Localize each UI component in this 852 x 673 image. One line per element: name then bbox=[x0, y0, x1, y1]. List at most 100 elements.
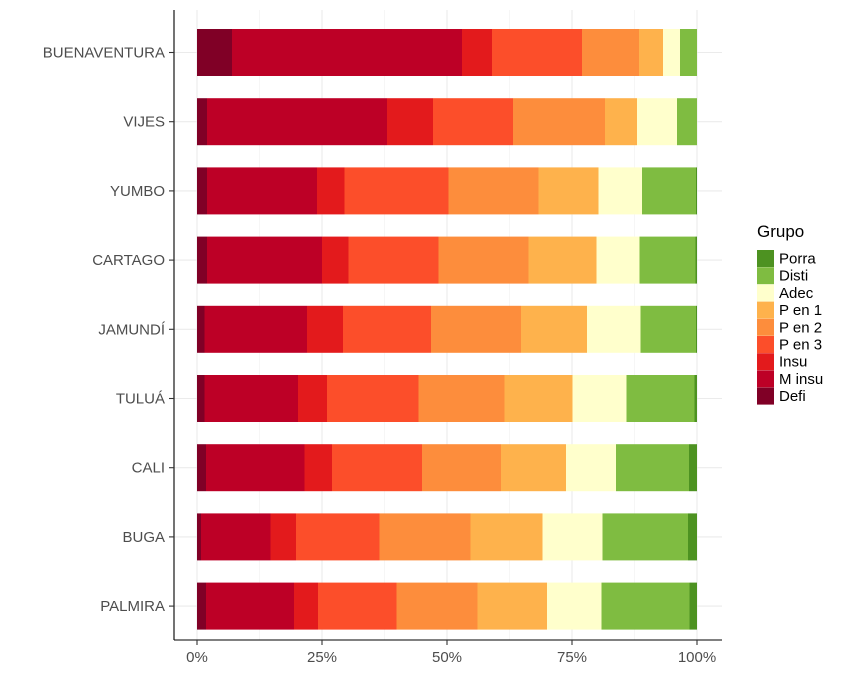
bar-segment-p-en-3 bbox=[433, 98, 513, 146]
bar-segment-porra bbox=[694, 375, 697, 422]
x-tick-label: 50% bbox=[432, 649, 462, 666]
bar-segment-p-en-3 bbox=[348, 236, 439, 284]
y-tick-label: CALI bbox=[132, 460, 165, 477]
bar-segment-disti bbox=[642, 167, 696, 215]
bar-segment-disti bbox=[616, 444, 689, 492]
legend-key bbox=[757, 250, 774, 267]
bar-segment-porra bbox=[689, 444, 697, 492]
bar-segment-p-en-2 bbox=[379, 513, 471, 561]
bar-segment-m-insu bbox=[207, 167, 317, 215]
legend-key bbox=[757, 336, 774, 353]
legend-label: Insu bbox=[779, 354, 807, 371]
y-tick-label: BUENAVENTURA bbox=[43, 45, 165, 62]
bar-segment-defi bbox=[197, 375, 205, 422]
bar-segment-adec bbox=[547, 582, 602, 630]
bar-segment-defi bbox=[197, 582, 206, 630]
bar-segment-p-en-1 bbox=[639, 29, 663, 76]
legend-label: Porra bbox=[779, 251, 816, 268]
bar-segment-insu bbox=[322, 236, 349, 284]
bar-segment-adec bbox=[637, 98, 677, 146]
x-tick-label: 100% bbox=[678, 649, 716, 666]
bar-segment-insu bbox=[317, 167, 345, 215]
bar-segment-defi bbox=[197, 29, 232, 76]
y-tick-label: PALMIRA bbox=[100, 598, 165, 615]
bar-segment-adec bbox=[598, 167, 642, 215]
bar-segment-p-en-3 bbox=[492, 29, 582, 76]
y-tick-label: TULUÁ bbox=[116, 391, 165, 408]
bar-segment-insu bbox=[270, 513, 296, 561]
y-tick-label: YUMBO bbox=[110, 183, 165, 200]
bar-segment-porra bbox=[696, 305, 697, 353]
bar-segment-p-en-1 bbox=[477, 582, 547, 630]
legend-label: Defi bbox=[779, 388, 806, 405]
legend-label: Disti bbox=[779, 268, 808, 285]
bar-segment-m-insu bbox=[207, 98, 387, 146]
bar-segment-p-en-1 bbox=[528, 236, 597, 284]
bar-segment-m-insu bbox=[206, 582, 294, 630]
bar-segment-insu bbox=[298, 375, 327, 422]
bar-segment-disti bbox=[626, 375, 695, 422]
y-tick-label: VIJES bbox=[123, 114, 165, 131]
bar-segment-p-en-2 bbox=[396, 582, 478, 630]
bar-segment-p-en-1 bbox=[521, 305, 587, 353]
bar-segment-defi bbox=[197, 444, 206, 492]
bar-segment-disti bbox=[602, 513, 688, 561]
x-tick-label: 75% bbox=[557, 649, 587, 666]
legend-label: P en 2 bbox=[779, 319, 822, 336]
legend-label: Adec bbox=[779, 285, 814, 302]
bar-segment-m-insu bbox=[207, 236, 322, 284]
bar-segment-m-insu bbox=[206, 444, 305, 492]
legend-key bbox=[757, 370, 774, 388]
bar-segment-porra bbox=[689, 582, 697, 630]
bar-segment-insu bbox=[304, 444, 332, 492]
bar-segment-adec bbox=[587, 305, 641, 353]
bar-segment-defi bbox=[197, 236, 207, 284]
legend-key bbox=[757, 301, 774, 319]
bar-segment-p-en-3 bbox=[318, 582, 397, 630]
bar-segment-defi bbox=[197, 513, 201, 561]
bar-segment-p-en-1 bbox=[470, 513, 543, 561]
legend-label: P en 3 bbox=[779, 337, 822, 354]
bar-segment-p-en-2 bbox=[418, 375, 505, 422]
bar-segment-p-en-2 bbox=[582, 29, 639, 76]
bar-segment-disti bbox=[640, 305, 696, 353]
bar-segment-p-en-2 bbox=[431, 305, 521, 353]
bar-segment-disti bbox=[677, 98, 697, 146]
bar-segment-p-en-1 bbox=[605, 98, 637, 146]
legend-key bbox=[757, 353, 774, 371]
bar-segment-porra bbox=[688, 513, 697, 561]
bar-segment-defi bbox=[197, 167, 207, 215]
x-tick-label: 0% bbox=[186, 649, 208, 666]
bar-segment-adec bbox=[572, 375, 627, 422]
bar-segment-p-en-3 bbox=[327, 375, 419, 422]
bar-segment-m-insu bbox=[201, 513, 271, 561]
bars bbox=[197, 29, 697, 630]
y-tick-label: BUGA bbox=[122, 529, 165, 546]
legend-title: Grupo bbox=[757, 222, 804, 241]
legend-label: P en 1 bbox=[779, 302, 822, 319]
bar-segment-insu bbox=[462, 29, 492, 76]
x-tick-label: 25% bbox=[307, 649, 337, 666]
bar-segment-p-en-3 bbox=[343, 305, 431, 353]
legend-key bbox=[757, 284, 774, 302]
bar-segment-m-insu bbox=[232, 29, 462, 76]
bar-segment-p-en-3 bbox=[344, 167, 449, 215]
bar-segment-p-en-3 bbox=[332, 444, 422, 492]
axes: BUENAVENTURA VIJES YUMBO CARTAGO JAMUNDÍ TULU… bbox=[43, 10, 722, 666]
bar-segment-porra bbox=[696, 167, 697, 215]
bar-segment-porra bbox=[695, 236, 697, 284]
legend-label: M insu bbox=[779, 371, 823, 388]
y-tick-label: JAMUNDÍ bbox=[98, 321, 165, 338]
legend-key bbox=[757, 387, 774, 405]
bar-segment-insu bbox=[294, 582, 318, 630]
bar-segment-m-insu bbox=[204, 305, 307, 353]
legend-key bbox=[757, 318, 774, 336]
bar-segment-insu bbox=[307, 305, 343, 353]
bar-segment-adec bbox=[596, 236, 640, 284]
bar-segment-p-en-1 bbox=[504, 375, 573, 422]
bar-segment-adec bbox=[542, 513, 603, 561]
bar-segment-m-insu bbox=[204, 375, 298, 422]
y-tick-label: CARTAGO bbox=[92, 252, 165, 269]
